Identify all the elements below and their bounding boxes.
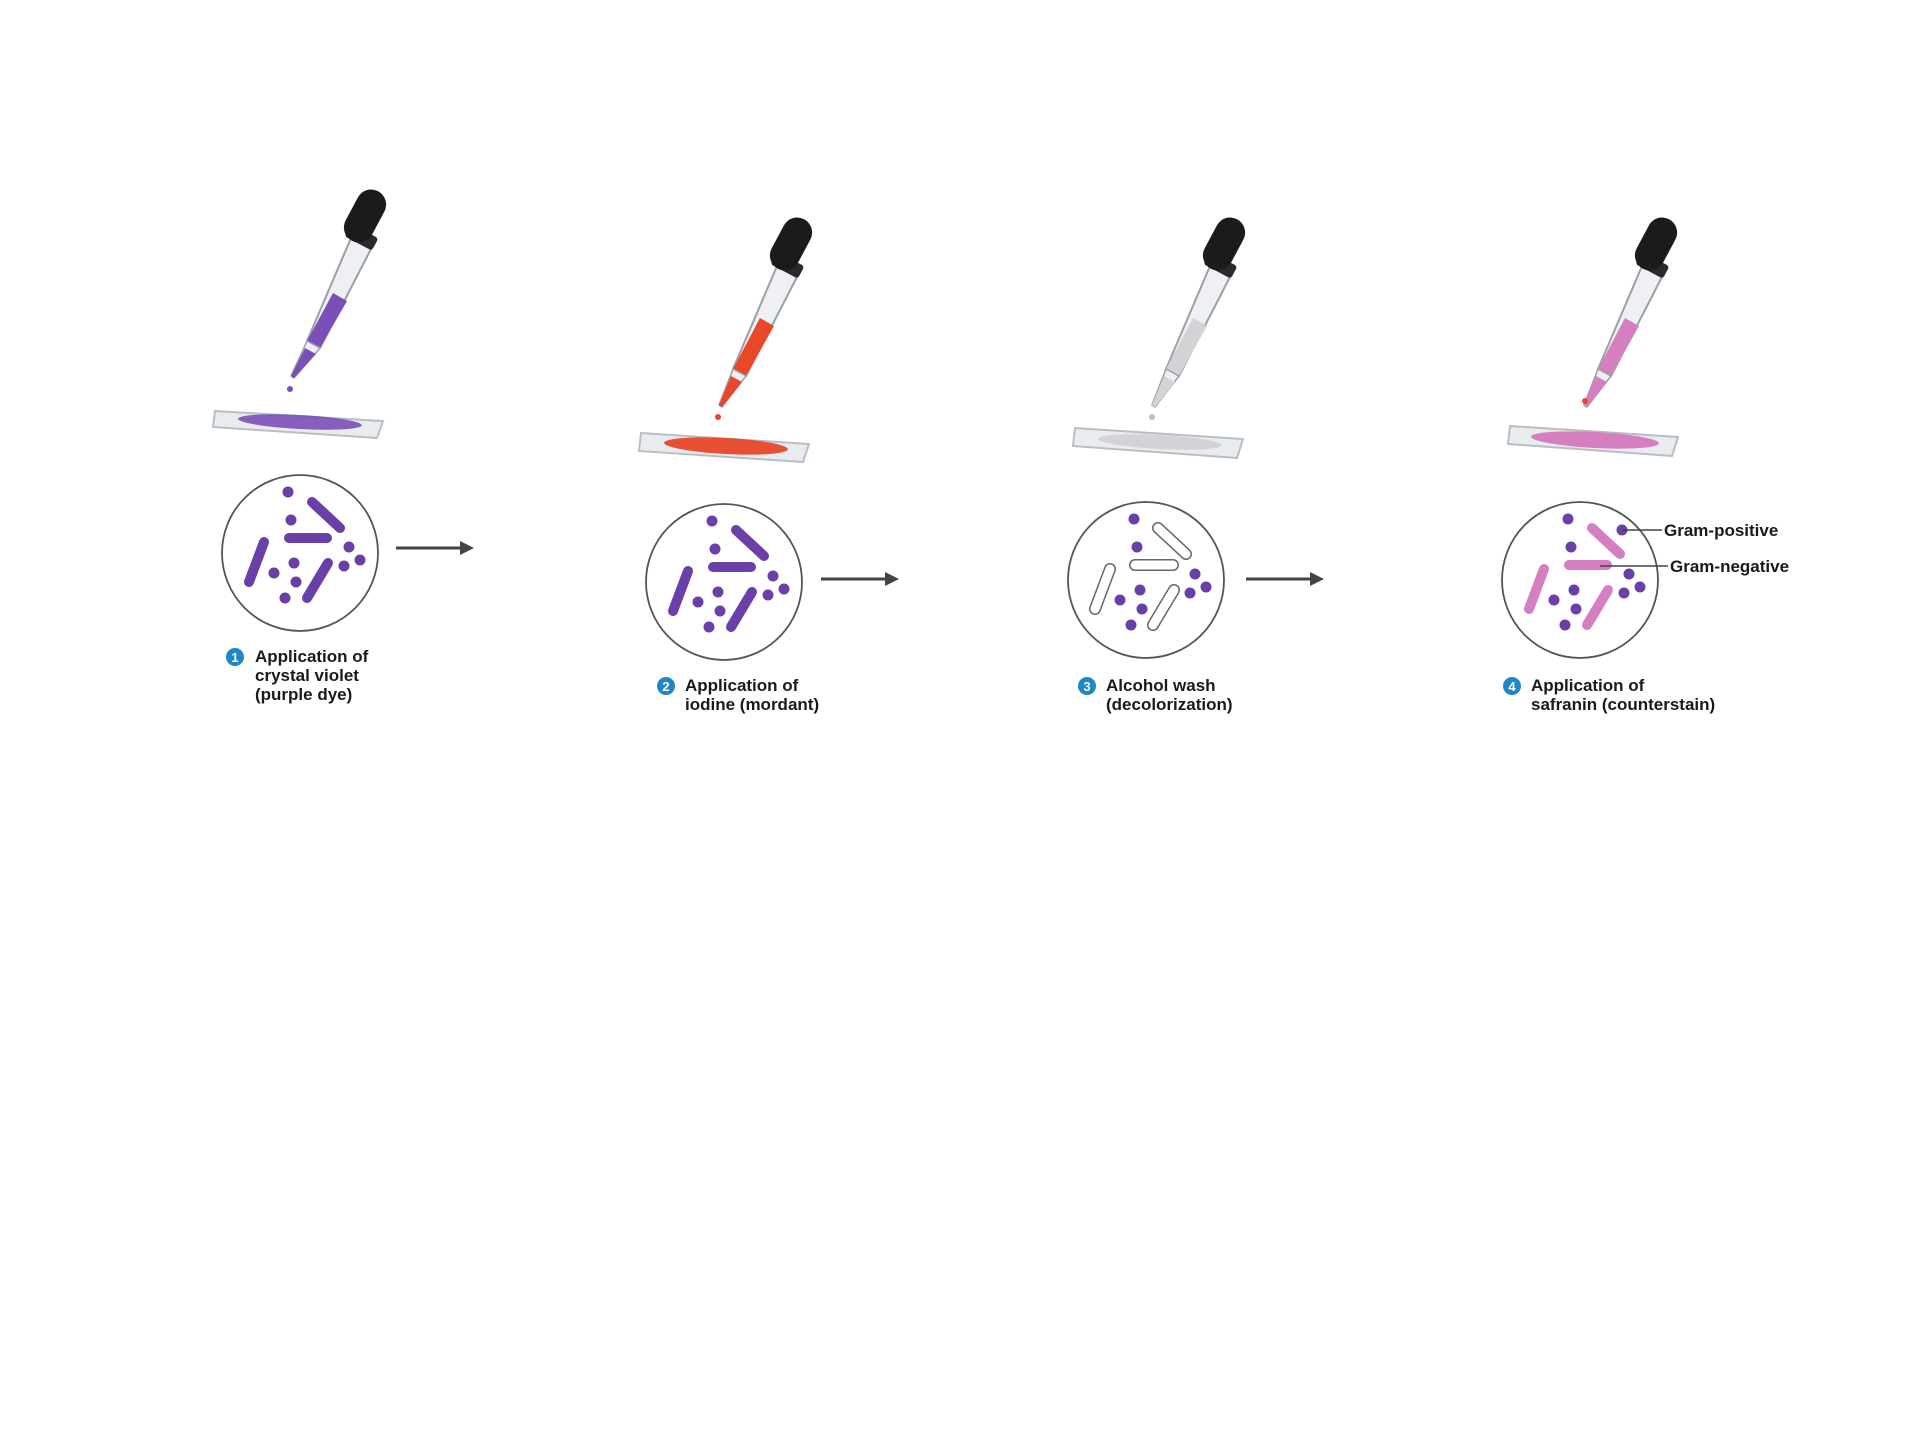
step-2-label: 2 Application of iodine (mordant) <box>657 676 819 714</box>
dropper-alcohol <box>1149 217 1246 420</box>
step-number-badge <box>1078 677 1096 695</box>
svg-text:safranin (counterstain): safranin (counterstain) <box>1531 695 1715 714</box>
step-2: 2 Application of iodine (mordant) <box>637 217 819 714</box>
svg-text:crystal violet: crystal violet <box>255 666 359 685</box>
arrow-1-to-2 <box>396 541 474 555</box>
svg-text:(purple dye): (purple dye) <box>255 685 352 704</box>
svg-text:1: 1 <box>231 650 238 665</box>
step-4-label: 4 Application of safranin (counterstain) <box>1503 676 1715 714</box>
cells-view-step-3 <box>1067 501 1225 659</box>
arrow-3-to-4 <box>1246 572 1324 586</box>
step-1: 1 Application of crystal violet (purple … <box>211 189 387 704</box>
dropper-iodine <box>715 217 813 420</box>
step-4: Gram-positive Gram-negative 4 Applicatio… <box>1501 217 1789 714</box>
dye-column <box>307 293 347 348</box>
dropper-safranin <box>1582 217 1678 409</box>
cells-view-step-2 <box>645 503 803 661</box>
cells-view-step-4 <box>1501 501 1659 659</box>
svg-text:Application of: Application of <box>255 647 369 666</box>
dropper-crystal-violet <box>287 189 387 392</box>
svg-text:Application of: Application of <box>1531 676 1645 695</box>
svg-text:Application of: Application of <box>685 676 799 695</box>
arrow-2-to-3 <box>821 572 899 586</box>
slide-safranin <box>1506 424 1680 458</box>
svg-text:iodine (mordant): iodine (mordant) <box>685 695 819 714</box>
svg-text:3: 3 <box>1083 679 1090 694</box>
svg-text:Alcohol wash: Alcohol wash <box>1106 676 1216 695</box>
step-1-label: 1 Application of crystal violet (purple … <box>226 647 369 704</box>
step-3: 3 Alcohol wash (decolorization) <box>1067 217 1246 714</box>
gram-negative-label: Gram-negative <box>1670 557 1789 576</box>
step-number-badge <box>1503 677 1521 695</box>
cells-view-step-1 <box>221 474 379 632</box>
svg-text:4: 4 <box>1508 679 1516 694</box>
step-number-badge <box>657 677 675 695</box>
slide-alcohol <box>1071 426 1245 460</box>
gram-legend: Gram-positive Gram-negative <box>1600 521 1789 576</box>
svg-text:(decolorization): (decolorization) <box>1106 695 1233 714</box>
slide-crystal-violet <box>211 409 385 440</box>
svg-text:2: 2 <box>662 679 669 694</box>
step-3-label: 3 Alcohol wash (decolorization) <box>1078 676 1233 714</box>
slide-iodine <box>637 431 811 464</box>
gram-positive-label: Gram-positive <box>1664 521 1778 540</box>
step-number-badge <box>226 648 244 666</box>
